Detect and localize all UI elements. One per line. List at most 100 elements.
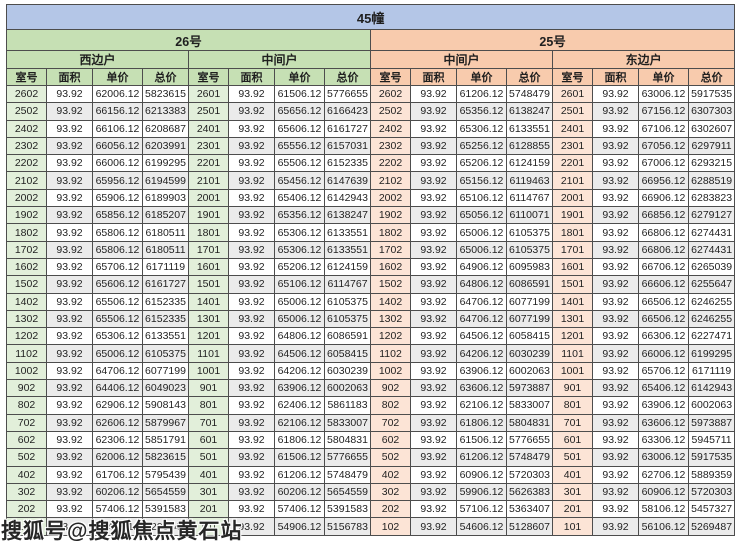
unit-price-cell: 66806.12 <box>638 240 689 259</box>
total-price-cell: 6297911 <box>687 136 736 156</box>
table-row: 2402 93.92 66106.12 6208687 2401 93.92 65606.1… <box>6 119 736 138</box>
unit-price-cell: 59906.12 <box>456 482 507 502</box>
room-number-column-header: 室号 <box>6 68 47 86</box>
area-cell: 93.92 <box>592 379 639 398</box>
total-price-column-header: 总价 <box>506 68 553 86</box>
unit-price-cell: 65506.12 <box>92 292 143 311</box>
unit-price-cell: 61206.12 <box>456 448 507 467</box>
unit-price-cell: 65156.12 <box>456 171 507 190</box>
area-cell: 93.92 <box>410 136 457 156</box>
unit-price-cell: 63906.12 <box>456 361 507 381</box>
room-number-cell: 1801 <box>552 223 593 242</box>
room-number-cell: 1101 <box>188 344 229 363</box>
total-price-cell: 6124159 <box>506 154 553 173</box>
total-price-cell: 5823615 <box>142 84 189 104</box>
total-price-cell: 5654559 <box>142 482 189 502</box>
total-price-cell: 6138247 <box>324 206 371 225</box>
table-row: 1402 93.92 65506.12 6152335 1401 93.92 65006.1… <box>6 292 736 311</box>
room-number-cell: 1402 <box>6 292 47 311</box>
table-row: 902 93.92 64406.12 6049023 901 93.92 63906.12 6… <box>6 379 736 398</box>
total-price-cell: 6133551 <box>324 240 371 259</box>
unit-price-cell: 65506.12 <box>92 309 143 329</box>
room-number-cell: 2102 <box>370 171 411 190</box>
unit-price-cell: 64206.12 <box>456 344 507 363</box>
room-number-cell: 1502 <box>6 275 47 294</box>
area-cell: 93.92 <box>410 448 457 467</box>
room-number-cell: 301 <box>552 482 593 502</box>
area-cell: 93.92 <box>46 102 93 121</box>
total-price-cell: 5795439 <box>142 465 189 484</box>
unit-price-cell: 66956.12 <box>638 171 689 190</box>
total-price-cell: 6203991 <box>142 136 189 156</box>
area-cell: 93.92 <box>228 344 275 363</box>
total-price-column-header: 总价 <box>687 68 736 86</box>
unit-price-cell: 63006.12 <box>638 84 689 104</box>
total-price-cell: 5879967 <box>142 413 189 432</box>
area-cell: 93.92 <box>46 154 93 173</box>
room-number-cell: 1002 <box>370 361 411 381</box>
table-row: 502 93.92 62006.12 5823615 501 93.92 61506.12 5… <box>6 448 736 467</box>
area-column-header: 面积 <box>592 68 639 86</box>
unit-price-cell: 63006.12 <box>638 448 689 467</box>
area-cell: 93.92 <box>592 309 639 329</box>
total-price-cell: 5908143 <box>142 396 189 415</box>
total-price-cell: 6246255 <box>687 309 736 329</box>
total-price-cell: 5269487 <box>687 517 736 536</box>
room-number-cell: 2501 <box>188 102 229 121</box>
unit-price-cell: 65656.12 <box>274 102 325 121</box>
total-price-cell: 6152335 <box>142 292 189 311</box>
total-price-cell: 6180511 <box>142 240 189 259</box>
area-cell: 93.92 <box>592 500 639 519</box>
area-cell: 93.92 <box>46 119 93 138</box>
area-cell: 93.92 <box>592 188 639 208</box>
unit-price-cell: 65306.12 <box>274 240 325 259</box>
unit-price-cell: 63306.12 <box>638 430 689 450</box>
unit-price-cell: 65206.12 <box>456 154 507 173</box>
total-price-cell: 5833007 <box>506 396 553 415</box>
room-number-cell: 2401 <box>552 119 593 138</box>
room-number-cell: 501 <box>188 448 229 467</box>
table-row: 1102 93.92 65006.12 6105375 1101 93.92 64506.1… <box>6 344 736 363</box>
area-cell: 93.92 <box>46 223 93 242</box>
unit-price-cell: 66306.12 <box>638 327 689 346</box>
total-price-cell: 6030239 <box>506 344 553 363</box>
total-price-cell: 6110071 <box>506 206 553 225</box>
area-cell: 93.92 <box>46 257 93 277</box>
area-cell: 93.92 <box>46 275 93 294</box>
unit-price-cell: 65006.12 <box>456 240 507 259</box>
room-number-cell: 802 <box>6 396 47 415</box>
area-cell: 93.92 <box>46 500 93 519</box>
unit-price-cell: 65856.12 <box>92 206 143 225</box>
unit-price-cell: 64706.12 <box>92 361 143 381</box>
unit-price-cell: 54606.12 <box>456 517 507 536</box>
room-number-cell: 601 <box>552 430 593 450</box>
unit-price-cell: 64806.12 <box>456 275 507 294</box>
total-price-cell: 6133551 <box>506 119 553 138</box>
unit-price-cell: 65706.12 <box>92 257 143 277</box>
room-number-column-header: 室号 <box>370 68 411 86</box>
area-cell: 93.92 <box>46 396 93 415</box>
unit-price-cell: 65606.12 <box>92 275 143 294</box>
area-cell: 93.92 <box>592 344 639 363</box>
unit-price-cell: 57406.12 <box>274 500 325 519</box>
total-price-cell: 5804831 <box>324 430 371 450</box>
area-cell: 93.92 <box>592 327 639 346</box>
total-price-cell: 6138247 <box>506 102 553 121</box>
total-price-cell: 6152335 <box>324 154 371 173</box>
room-number-cell: 1302 <box>370 309 411 329</box>
room-number-cell: 902 <box>6 379 47 398</box>
area-cell: 93.92 <box>592 517 639 536</box>
unit-price-cell: 65006.12 <box>274 292 325 311</box>
total-price-cell: 6114767 <box>506 188 553 208</box>
area-cell: 93.92 <box>410 413 457 432</box>
room-number-cell: 2602 <box>6 84 47 104</box>
total-price-cell: 6180511 <box>142 223 189 242</box>
room-number-cell: 1701 <box>552 240 593 259</box>
building-title-row: 45幢 <box>5 4 736 30</box>
room-number-cell: 1501 <box>188 275 229 294</box>
unit-price-cell: 65906.12 <box>92 188 143 208</box>
room-number-cell: 1402 <box>370 292 411 311</box>
room-number-cell: 101 <box>188 517 229 536</box>
total-price-cell: 6002063 <box>687 396 736 415</box>
unit-price-cell: 64506.12 <box>456 327 507 346</box>
